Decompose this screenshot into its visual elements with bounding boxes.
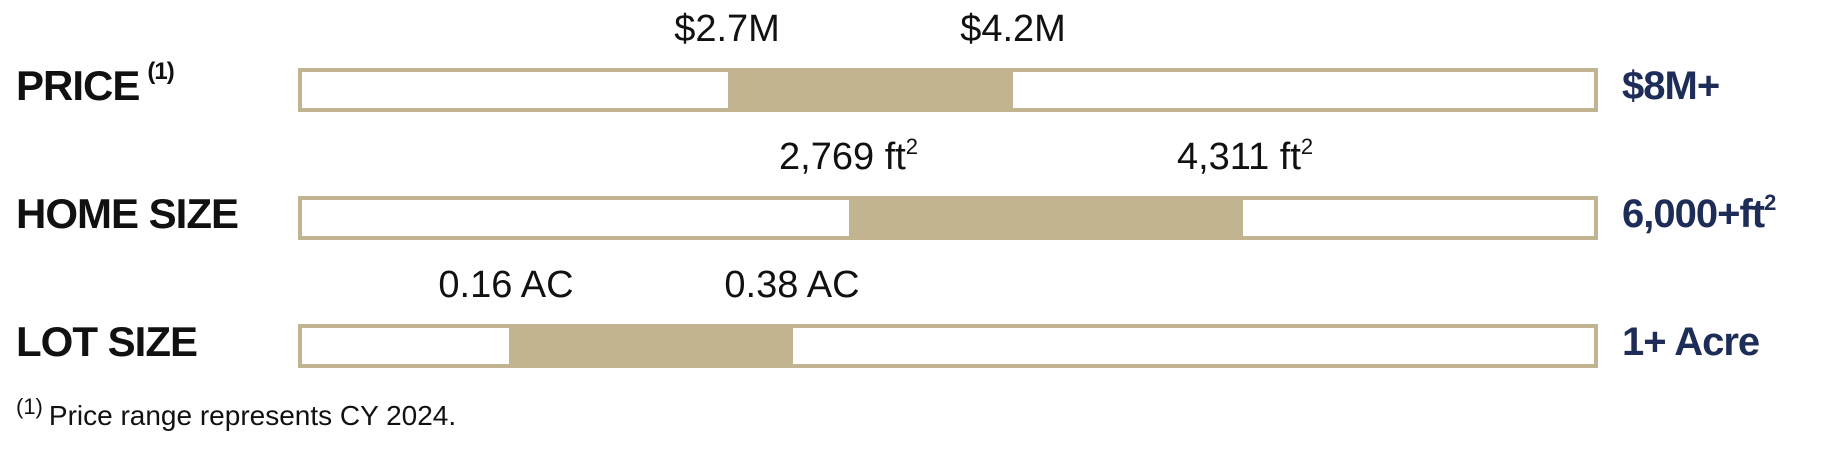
chart-row-price: PRICE (1) $2.7M $4.2M $8M+ <box>0 8 1828 128</box>
range-label-text: $2.7M <box>674 8 780 50</box>
range-low-label: 2,769 ft2 <box>779 134 919 179</box>
row-label-text: LOT SIZE <box>16 318 198 365</box>
range-bar-fill <box>508 328 793 364</box>
footnote: (1) Price range represents CY 2024. <box>16 394 457 432</box>
range-high-label: $4.2M <box>960 8 1066 51</box>
footnote-marker: (1) <box>16 394 43 419</box>
range-high-label: 4,311 ft2 <box>1176 134 1314 179</box>
range-label-text: 0.38 AC <box>724 264 860 306</box>
row-label: PRICE (1) <box>16 58 175 110</box>
max-value-text: 6,000+ft <box>1622 192 1765 236</box>
range-low-label: 0.16 AC <box>438 264 573 307</box>
range-bar-fill <box>849 200 1244 236</box>
range-bar-fill <box>728 72 1013 108</box>
chart-row-home-size: HOME SIZE 2,769 ft2 4,311 ft2 6,000+ft2 <box>0 134 1828 256</box>
max-value-label: $8M+ <box>1622 64 1720 109</box>
max-value-label: 6,000+ft2 <box>1622 190 1776 237</box>
range-label-text: 2,769 ft <box>779 136 906 178</box>
range-label-text: 0.16 AC <box>438 264 574 306</box>
range-label-text: $4.2M <box>960 8 1066 50</box>
range-low-label: $2.7M <box>674 8 780 51</box>
unit-superscript: 2 <box>905 134 919 159</box>
row-label-text: HOME SIZE <box>16 190 239 237</box>
max-value-label: 1+ Acre <box>1622 320 1760 365</box>
chart-row-lot-size: LOT SIZE 0.16 AC 0.38 AC 1+ Acre <box>0 264 1828 384</box>
footnote-text: Price range represents CY 2024. <box>48 400 457 431</box>
unit-superscript: 2 <box>1300 134 1314 159</box>
range-high-label: 0.38 AC <box>724 264 859 307</box>
range-bar-track <box>298 324 1598 368</box>
range-label-text: 4,311 ft <box>1176 136 1301 178</box>
row-label: LOT SIZE <box>16 318 198 366</box>
range-bar-track <box>298 68 1598 112</box>
range-bar-track <box>298 196 1598 240</box>
max-value-text: 1+ Acre <box>1622 320 1760 364</box>
max-value-text: $8M+ <box>1622 64 1720 108</box>
row-label-note: (1) <box>147 58 174 85</box>
row-label: HOME SIZE <box>16 190 239 238</box>
row-label-text: PRICE <box>16 62 140 109</box>
unit-superscript: 2 <box>1764 190 1776 215</box>
